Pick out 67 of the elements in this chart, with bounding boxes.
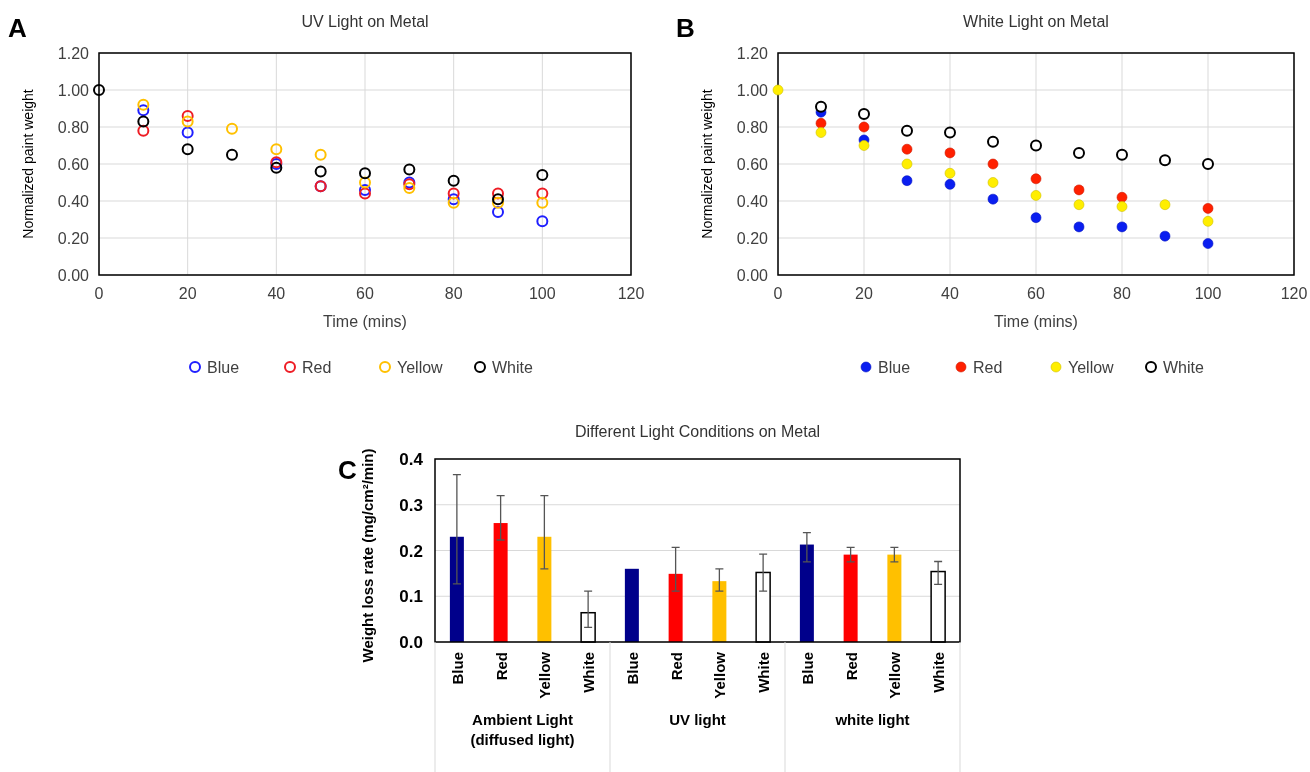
- y-tick-label: 1.20: [736, 45, 769, 62]
- y-tick-label: 0.1: [399, 587, 423, 607]
- x-tick-label: 120: [1280, 285, 1308, 302]
- x-tick-label: Red: [842, 652, 860, 681]
- legend-label: Red: [973, 359, 1003, 376]
- y-tick-label: 0.40: [57, 193, 90, 210]
- x-tick-label: Blue: [623, 652, 641, 685]
- y-tick-label: 1.00: [736, 82, 769, 99]
- x-tick-label: Blue: [798, 652, 816, 685]
- x-tick-label: 40: [941, 285, 959, 302]
- y-tick-label: 0.80: [57, 119, 90, 136]
- y-axis-title: Normalized paint weight: [20, 89, 36, 239]
- x-tick-label: Red: [667, 652, 685, 681]
- x-tick-label: 100: [528, 285, 556, 302]
- text: white light: [834, 710, 911, 730]
- y-tick-label: 0.00: [736, 267, 769, 284]
- x-tick-label: 60: [356, 285, 374, 302]
- x-tick-label: Red: [492, 652, 510, 681]
- text: C: [338, 455, 357, 485]
- y-tick-label: 0.80: [736, 119, 769, 136]
- y-tick-label: 0.40: [736, 193, 769, 210]
- y-tick-label: 0.0: [399, 633, 423, 652]
- y-tick-label: 0.2: [399, 541, 423, 561]
- y-axis-title: Weight loss rate (mg/cm²/min): [359, 448, 376, 663]
- legend-label: Blue: [878, 359, 911, 376]
- x-tick-label: 100: [1194, 285, 1222, 302]
- x-tick-label: 60: [1027, 285, 1045, 302]
- x-tick-label: 20: [178, 285, 197, 302]
- x-tick-label: Yellow: [536, 651, 554, 699]
- text: Ambient Light (diffused light): [469, 710, 576, 750]
- legend-label: Blue: [207, 359, 240, 376]
- x-tick-label: 80: [444, 285, 463, 302]
- y-tick-label: 1.20: [57, 45, 90, 62]
- x-tick-label: 80: [1113, 285, 1131, 302]
- text: A: [8, 13, 27, 43]
- x-tick-label: 20: [855, 285, 873, 302]
- y-tick-label: 0.20: [57, 230, 90, 247]
- chart-title: Different Light Conditions on Metal: [574, 423, 821, 440]
- x-tick-label: Yellow: [711, 651, 729, 699]
- x-tick-label: Blue: [448, 652, 466, 685]
- x-tick-label: 120: [617, 285, 645, 302]
- x-tick-label: White: [930, 652, 948, 693]
- x-tick-label: 0: [773, 285, 783, 302]
- chart-title: UV Light on Metal: [301, 13, 429, 30]
- y-tick-label: 0.20: [736, 230, 769, 247]
- legend-label: Yellow: [397, 359, 444, 376]
- text: UV light: [668, 710, 727, 730]
- y-tick-label: 1.00: [57, 82, 90, 99]
- legend-label: White: [1163, 359, 1204, 376]
- legend-label: White: [492, 359, 533, 376]
- legend-label: Yellow: [1068, 359, 1115, 376]
- chart-title: White Light on Metal: [963, 13, 1109, 30]
- legend-label: Red: [302, 359, 332, 376]
- x-axis-title: Time (mins): [323, 313, 407, 330]
- y-tick-label: 0.60: [736, 156, 769, 173]
- y-tick-label: 0.3: [399, 495, 423, 515]
- y-tick-label: 0.00: [57, 267, 90, 284]
- y-tick-label: 0.4: [399, 450, 424, 469]
- y-tick-label: 0.60: [57, 156, 90, 173]
- x-tick-label: Yellow: [886, 651, 904, 699]
- x-axis-title: Time (mins): [994, 313, 1078, 330]
- x-tick-label: White: [580, 652, 598, 693]
- x-tick-label: 40: [267, 285, 286, 302]
- text: B: [676, 13, 695, 43]
- x-tick-label: White: [755, 652, 773, 693]
- x-tick-label: 0: [94, 285, 104, 302]
- y-axis-title: Normalized paint weight: [699, 89, 715, 239]
